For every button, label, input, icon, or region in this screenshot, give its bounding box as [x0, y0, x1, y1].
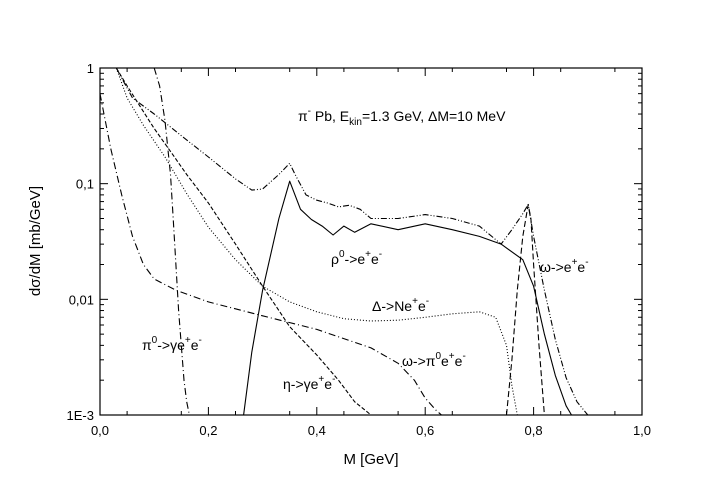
- series-line-eta: [115, 67, 372, 416]
- annotation-omega: ω->e+e-: [540, 257, 589, 275]
- annotation-eta: η->γe+e-: [283, 374, 335, 392]
- x-tick-label: 0,2: [199, 423, 217, 438]
- x-tick-label: 1,0: [633, 423, 651, 438]
- series-line-total: [115, 67, 589, 416]
- y-tick-label: 1E-3: [67, 408, 94, 423]
- y-axis-title: dσ/dM [mb/GeV]: [27, 186, 44, 296]
- x-tick-label: 0,6: [416, 423, 434, 438]
- x-tick-label: 0,0: [91, 423, 109, 438]
- x-tick-label: 0,8: [525, 423, 543, 438]
- x-tick-label: 0,4: [308, 423, 326, 438]
- axis-ticks: [99, 67, 643, 416]
- y-tick-label: 1: [87, 61, 94, 76]
- x-axis-title: M [GeV]: [343, 451, 398, 468]
- plot-frame: [99, 67, 643, 416]
- annotation-delta: Δ->Ne+e-: [372, 296, 429, 314]
- series-line-rho: [243, 180, 572, 416]
- y-tick-label: 0,01: [69, 292, 94, 307]
- series-line-omega_dalitz: [99, 93, 442, 416]
- series-line-pi0: [153, 67, 190, 416]
- x-tick-labels: 0,0 0,2 0,4 0,6 0,8 1,0: [91, 423, 651, 438]
- annotation-main: π- Pb, Ekin=1.3 GeV, ΔM=10 MeV: [298, 106, 506, 128]
- annotation-rho: ρ0->e+e-: [331, 249, 382, 267]
- y-tick-label: 0,1: [76, 177, 94, 192]
- annotation-omega-dalitz: ω->π0e+e-: [402, 351, 466, 369]
- series-lines: [99, 67, 589, 416]
- series-line-omega: [505, 203, 545, 416]
- annotation-pi0: π0->γe+e-: [142, 335, 202, 353]
- y-tick-labels: 1E-3 0,01 0,1 1: [67, 61, 94, 423]
